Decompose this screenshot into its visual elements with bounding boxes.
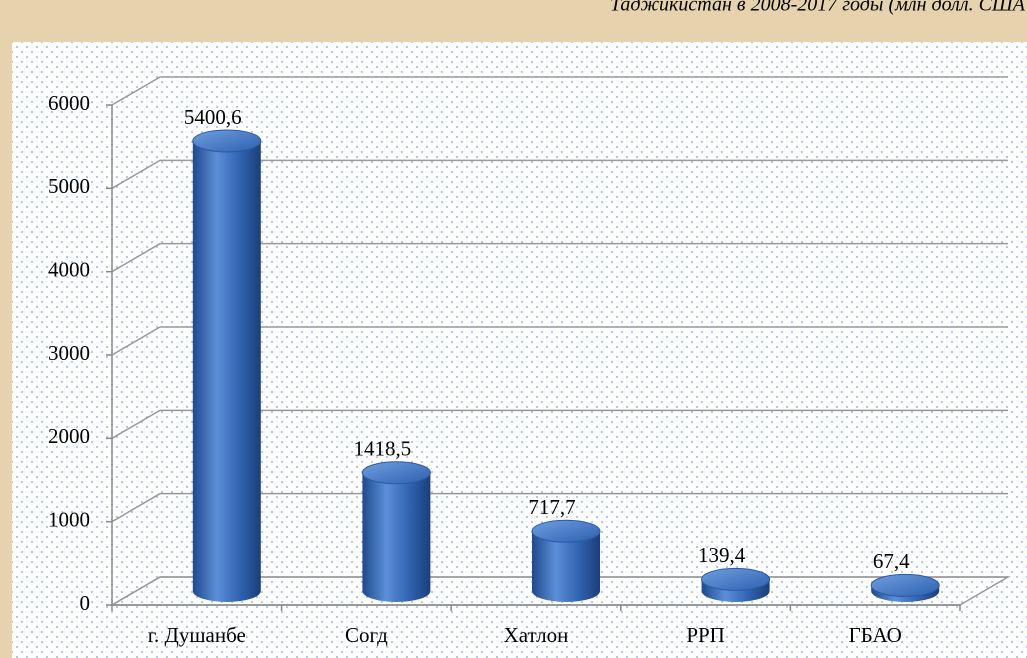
bar	[531, 519, 601, 602]
data-label: 5400,6	[184, 105, 242, 129]
y-tick-label: 6000	[48, 91, 90, 115]
data-label: 717,7	[528, 495, 575, 519]
chart-title: Таджикистан в 2008-2017 годы (млн долл. …	[610, 0, 1026, 16]
grid-line	[111, 326, 1008, 356]
grid-line	[111, 159, 1008, 189]
x-tick-label: Хатлон	[504, 623, 569, 647]
plot-background	[12, 42, 1027, 658]
grid-line	[111, 492, 1008, 523]
y-tick-label: 2000	[48, 424, 90, 448]
x-tick-label: г. Душанбе	[148, 623, 246, 647]
bar	[361, 461, 431, 603]
data-label: 67,4	[873, 549, 910, 573]
bar	[701, 567, 771, 603]
grid-line	[111, 242, 1008, 273]
y-tick-label: 1000	[48, 507, 90, 531]
bar	[192, 129, 262, 602]
bar	[870, 573, 940, 603]
data-label: 139,4	[698, 543, 746, 567]
data-label: 1418,5	[354, 437, 412, 461]
x-tick-label: Согд	[345, 623, 388, 647]
x-tick-label: ГБАО	[849, 623, 902, 647]
y-tick-label: 4000	[48, 257, 90, 281]
y-tick-label: 0	[80, 591, 91, 615]
y-tick-label: 3000	[48, 341, 90, 365]
y-tick-label: 5000	[48, 174, 90, 198]
grid-line	[111, 409, 1008, 439]
x-tick-label: РРП	[686, 623, 725, 647]
grid-line	[111, 76, 1008, 106]
